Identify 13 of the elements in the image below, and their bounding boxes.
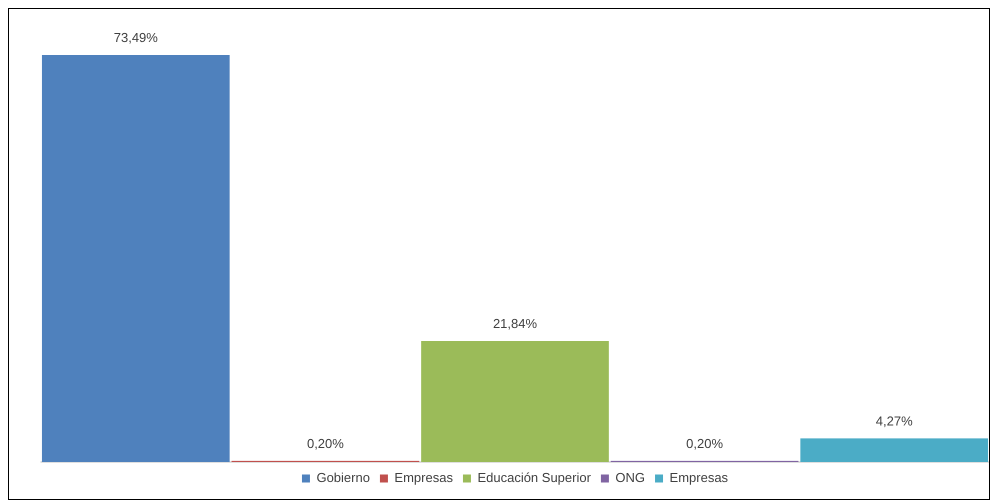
legend-label: Empresas <box>670 470 729 486</box>
legend-label: Empresas <box>394 470 454 486</box>
data-label: 4,27% <box>876 413 914 428</box>
bar <box>800 438 988 462</box>
legend-label: Educación Superior <box>477 470 592 486</box>
bar <box>421 341 609 462</box>
legend-label: ONG <box>615 470 646 486</box>
data-label: 21,84% <box>492 316 538 332</box>
legend-label: Gobierno <box>316 470 370 486</box>
data-label: 0,20% <box>306 436 344 451</box>
data-label: 0,20% <box>686 436 724 451</box>
data-label: 73,49% <box>114 30 158 46</box>
bar <box>42 55 230 462</box>
